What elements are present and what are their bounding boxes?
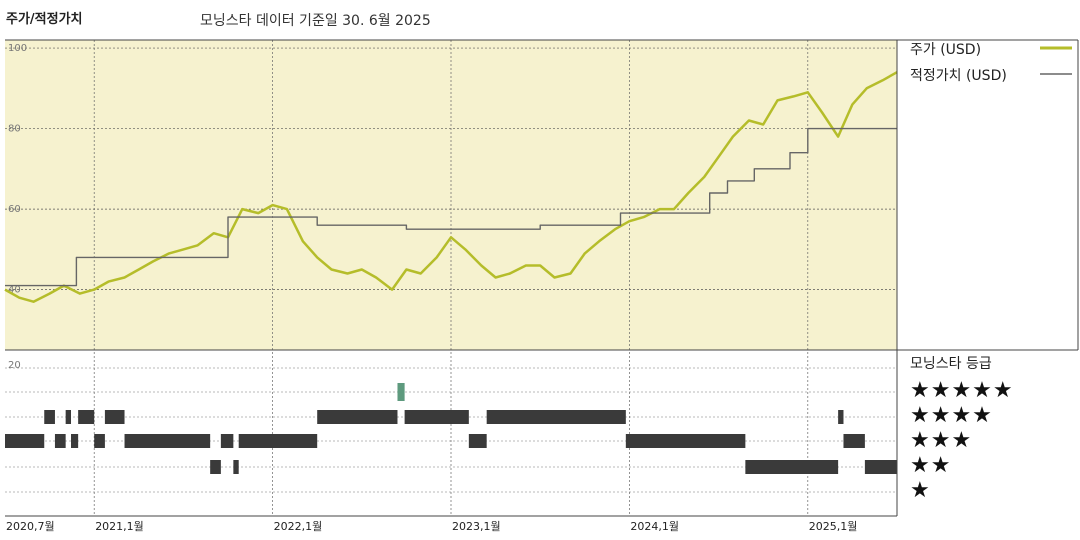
chart-title: 주가/적정가치 bbox=[6, 12, 83, 27]
rating-segment bbox=[78, 410, 95, 424]
x-tick-label: 2024,1월 bbox=[630, 520, 679, 533]
fair-value-series-line bbox=[5, 127, 897, 287]
rating-y-tick-label: 20 bbox=[8, 360, 21, 371]
stars-1-label: ★ bbox=[910, 478, 931, 503]
rating-segment bbox=[220, 434, 234, 448]
x-tick-label: 2022,1월 bbox=[274, 520, 323, 533]
rating-segment bbox=[71, 434, 79, 448]
y-tick-label: 40 bbox=[8, 285, 21, 296]
rating-segment bbox=[397, 383, 405, 401]
price-series-line bbox=[4, 71, 898, 303]
x-tick-label: 2023,1월 bbox=[452, 520, 501, 533]
rating-segment bbox=[486, 410, 626, 424]
rating-segment bbox=[5, 434, 45, 448]
rating-segment bbox=[625, 434, 746, 448]
legend-price-label: 주가 (USD) bbox=[910, 42, 982, 58]
rating-segment bbox=[54, 434, 66, 448]
rating-segment bbox=[317, 410, 398, 424]
rating-segment bbox=[864, 460, 897, 474]
y-tick-label: 60 bbox=[8, 204, 21, 215]
rating-segment bbox=[468, 434, 487, 448]
stars-3-label: ★★★ bbox=[910, 428, 973, 453]
rating-segment bbox=[124, 434, 211, 448]
y-tick-label: 100 bbox=[8, 43, 27, 54]
y-tick-label: 80 bbox=[8, 124, 21, 135]
rating-segment bbox=[238, 434, 318, 448]
stars-2-label: ★★ bbox=[910, 453, 952, 478]
rating-legend-title: 모닝스타 등급 bbox=[910, 356, 992, 372]
data-date-subtitle: 모닝스타 데이터 기준일 30. 6월 2025 bbox=[200, 13, 431, 29]
x-tick-label: 2021,1월 bbox=[95, 520, 144, 533]
stars-4-label: ★★★★ bbox=[910, 403, 993, 428]
rating-segment bbox=[838, 410, 844, 424]
rating-segment bbox=[104, 410, 125, 424]
x-tick-label: 2025,1월 bbox=[809, 520, 858, 533]
rating-segment bbox=[233, 460, 239, 474]
rating-segment bbox=[210, 460, 221, 474]
rating-segment bbox=[65, 410, 72, 424]
rating-segment bbox=[843, 434, 865, 448]
rating-segment bbox=[745, 460, 839, 474]
stars-5-label: ★★★★★ bbox=[910, 378, 1014, 403]
rating-segment bbox=[44, 410, 55, 424]
price-panel-background bbox=[5, 40, 897, 350]
rating-segment bbox=[94, 434, 105, 448]
x-tick-label: 2020,7월 bbox=[6, 520, 55, 533]
rating-segment bbox=[404, 410, 469, 424]
legend-fair-label: 적정가치 (USD) bbox=[910, 68, 1007, 84]
